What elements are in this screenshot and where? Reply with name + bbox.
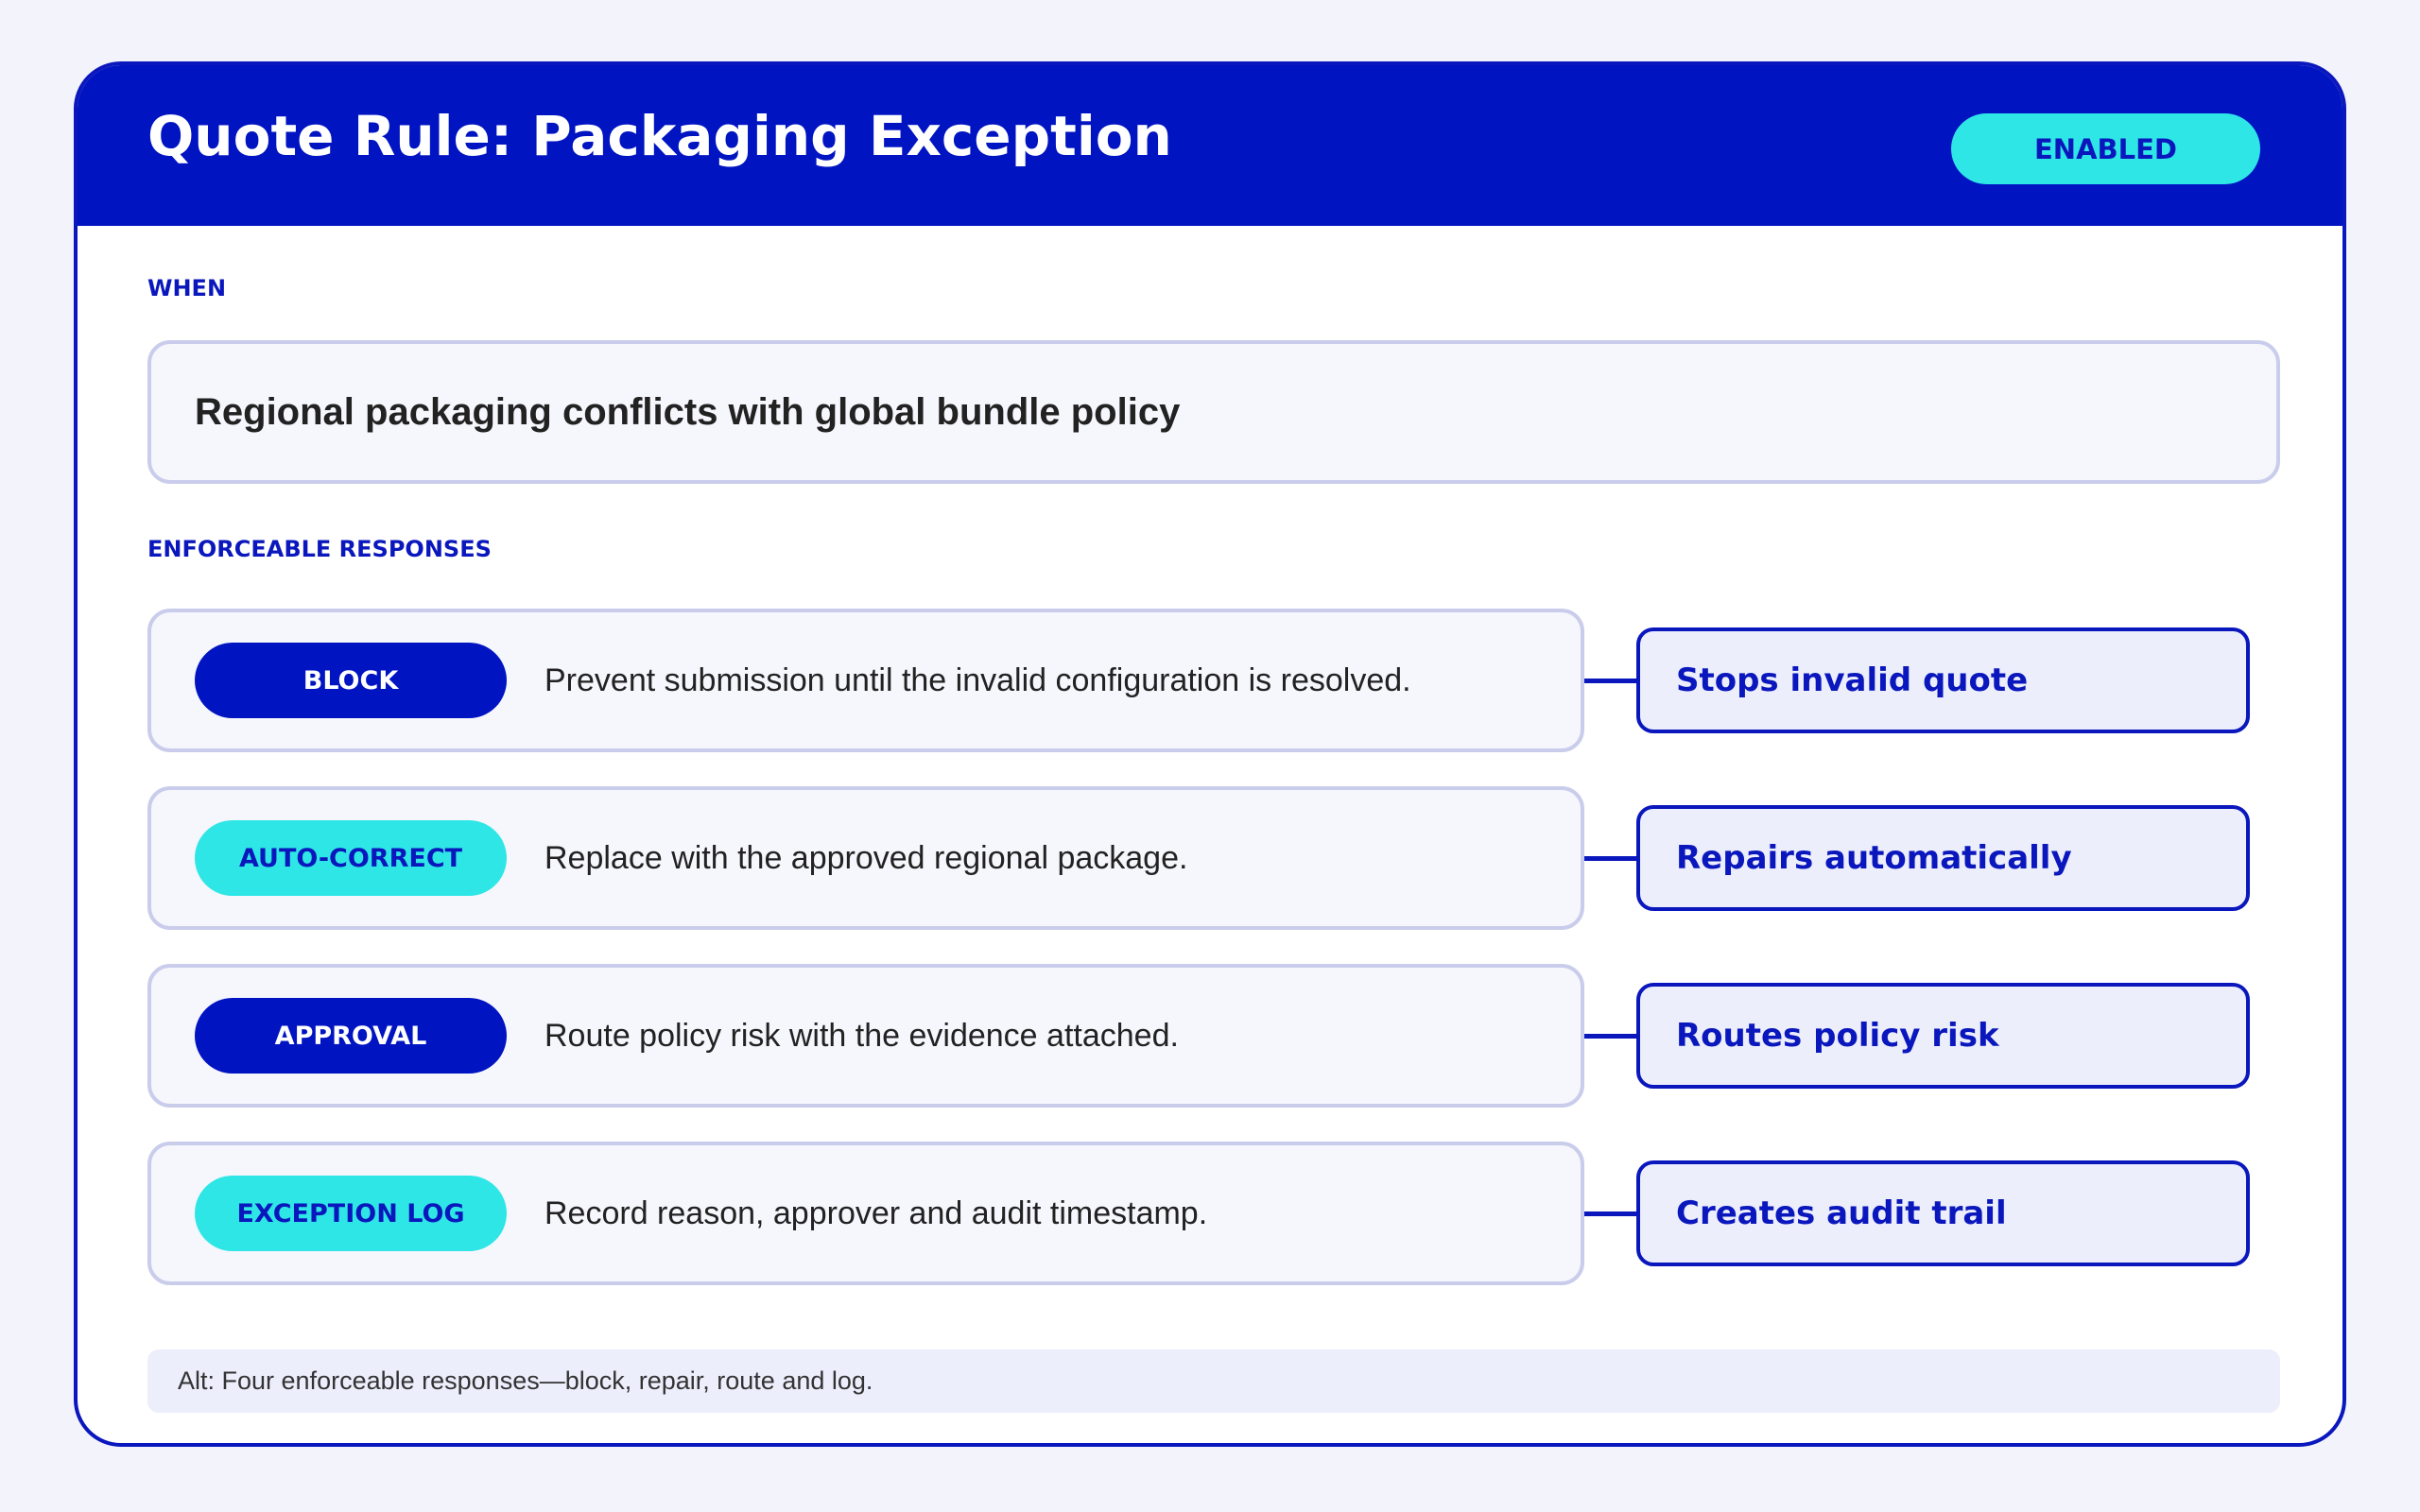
action-pill[interactable]: EXCEPTION LOG bbox=[195, 1176, 507, 1251]
action-description: Prevent submission until the invalid con… bbox=[544, 662, 1411, 698]
connector bbox=[1584, 679, 1636, 683]
title: Quote Rule: Packaging Exception bbox=[147, 104, 1172, 168]
action-pill[interactable]: APPROVAL bbox=[195, 998, 507, 1074]
outcome-box: Repairs automatically bbox=[1636, 805, 2250, 911]
rule-card: Quote Rule: Packaging Exception ENABLED … bbox=[74, 61, 2346, 1447]
response-row: EXCEPTION LOG Record reason, approver and… bbox=[147, 1142, 1584, 1285]
status-badge[interactable]: ENABLED bbox=[1951, 113, 2260, 184]
outcome-box: Creates audit trail bbox=[1636, 1160, 2250, 1266]
response-row: APPROVAL Route policy risk with the evide… bbox=[147, 964, 1584, 1108]
outcome-box: Stops invalid quote bbox=[1636, 627, 2250, 733]
action-description: Replace with the approved regional packa… bbox=[544, 839, 1188, 876]
response-row: AUTO-CORRECT Replace with the approved re… bbox=[147, 786, 1584, 930]
action-pill[interactable]: AUTO-CORRECT bbox=[195, 820, 507, 896]
condition: Regional packaging conflicts with global… bbox=[147, 340, 2280, 484]
connector bbox=[1584, 856, 1636, 861]
response-row: BLOCK Prevent submission until the invali… bbox=[147, 609, 1584, 752]
section-label: WHEN bbox=[147, 275, 227, 301]
action-pill[interactable]: BLOCK bbox=[195, 643, 507, 718]
header: Quote Rule: Packaging Exception ENABLED bbox=[78, 65, 2342, 226]
connector bbox=[1584, 1034, 1636, 1039]
action-description: Record reason, approver and audit timest… bbox=[544, 1194, 1208, 1231]
section-label: ENFORCEABLE RESPONSES bbox=[147, 536, 492, 562]
action-description: Route policy risk with the evidence atta… bbox=[544, 1017, 1179, 1054]
outcome-box: Routes policy risk bbox=[1636, 983, 2250, 1089]
alt-text: Alt: Four enforceable responses—block, r… bbox=[147, 1349, 2280, 1413]
connector bbox=[1584, 1211, 1636, 1216]
